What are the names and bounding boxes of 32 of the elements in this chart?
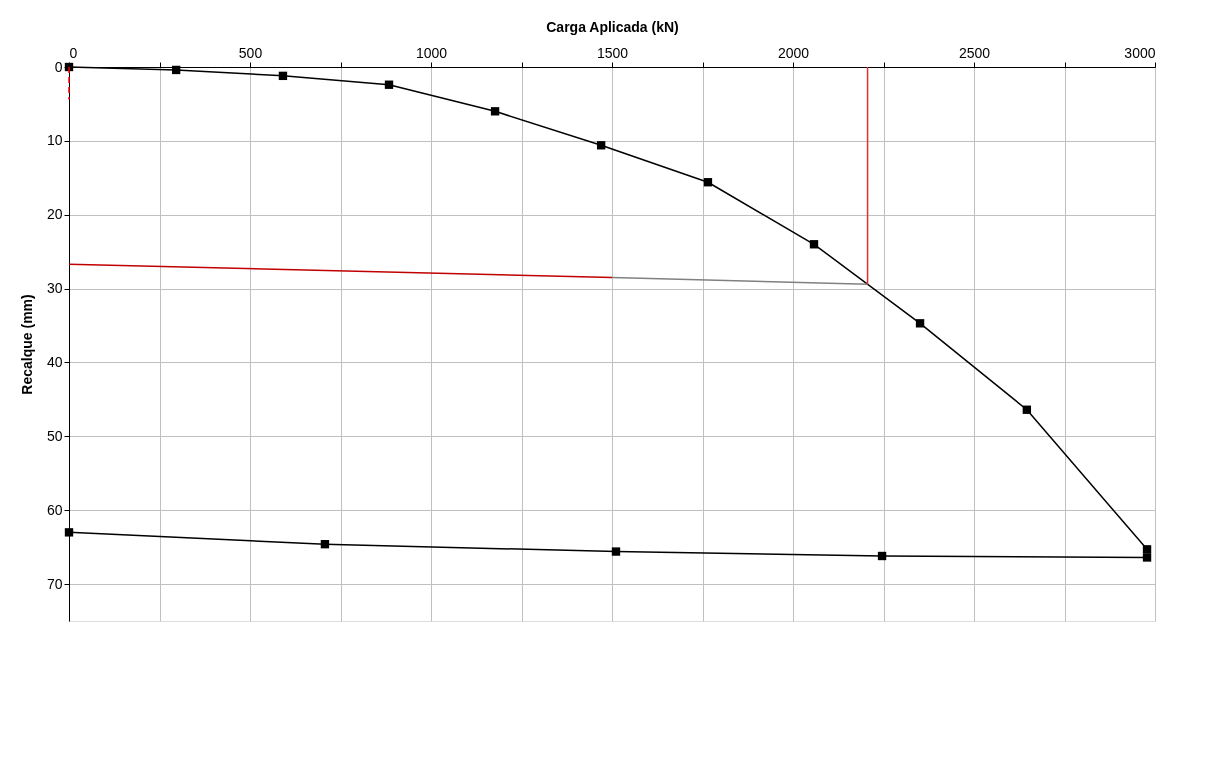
point (64, 528, 74, 537)
point (171, 65, 181, 75)
y-tick-label: 30 (46, 280, 63, 297)
x-axis-title: Carga Aplicada (kN) (546, 18, 679, 35)
y-axis-title: Recalque (mm) (18, 294, 35, 395)
point (320, 540, 330, 549)
y-tick-label: 10 (46, 132, 63, 149)
point (1142, 553, 1152, 562)
x-tick-label: 0 (69, 44, 78, 61)
point (703, 178, 713, 187)
point (596, 141, 606, 150)
y-tick-label: 60 (46, 501, 63, 518)
point (809, 240, 819, 249)
x-tick-label: 500 (238, 44, 263, 61)
x-tick-label: 2500 (958, 44, 991, 61)
y-tick-label: 40 (46, 353, 63, 370)
point (611, 547, 621, 556)
point (490, 107, 500, 116)
point (1142, 545, 1152, 554)
x-tick-label: 2000 (777, 44, 810, 61)
y-tick-label: 0 (54, 58, 63, 75)
point (915, 319, 925, 328)
point (278, 71, 288, 81)
y-tick-label: 70 (46, 575, 63, 592)
x-tick-label: 3000 (1124, 44, 1156, 61)
x-tick-label: 1500 (596, 44, 629, 61)
point (877, 551, 887, 561)
point (1022, 405, 1032, 414)
y-tick-label: 20 (46, 206, 63, 223)
y-tick-label: 50 (46, 427, 63, 444)
point (384, 80, 394, 89)
x-tick-label: 1000 (415, 44, 448, 61)
